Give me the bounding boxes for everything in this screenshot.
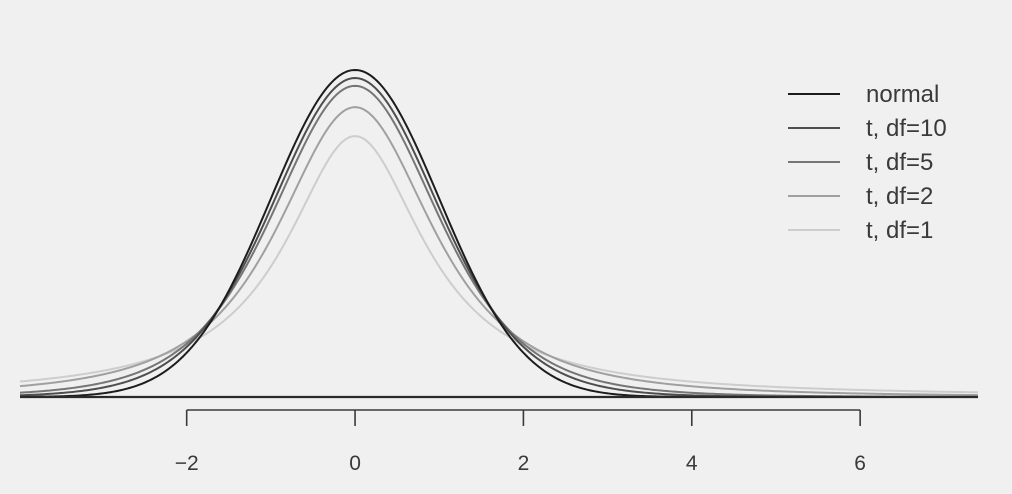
- legend-label: t, df=2: [866, 183, 933, 210]
- series-line-t-df-5: [19, 84, 979, 398]
- density-curves: [19, 68, 979, 398]
- legend-entry: t, df=2: [788, 183, 933, 210]
- legend-label: t, df=10: [866, 115, 947, 142]
- series-line-t-df-2: [19, 106, 979, 397]
- x-tick-label: 6: [854, 452, 866, 475]
- x-tick-label: 0: [349, 452, 361, 475]
- series-line-t-df-10: [19, 77, 978, 398]
- x-axis-ticks: [185, 410, 861, 426]
- legend-entry: normal: [788, 81, 939, 108]
- legend-label: t, df=1: [866, 217, 933, 244]
- axes: −2 0 2 4 6: [20, 395, 978, 475]
- x-axis-tick-labels: −2 0 2 4 6: [175, 452, 866, 475]
- legend: normal t, df=10 t, df=5 t, df=2 t, df=1: [788, 81, 947, 244]
- legend-label: normal: [866, 81, 939, 108]
- legend-entry: t, df=10: [788, 115, 947, 142]
- legend-entry: t, df=1: [788, 217, 933, 244]
- series-line-normal: [19, 68, 978, 398]
- legend-label: t, df=5: [866, 149, 933, 176]
- x-tick-label: −2: [175, 452, 199, 475]
- legend-entry: t, df=5: [788, 149, 933, 176]
- x-tick-label: 4: [686, 452, 698, 475]
- x-tick-label: 2: [518, 452, 530, 475]
